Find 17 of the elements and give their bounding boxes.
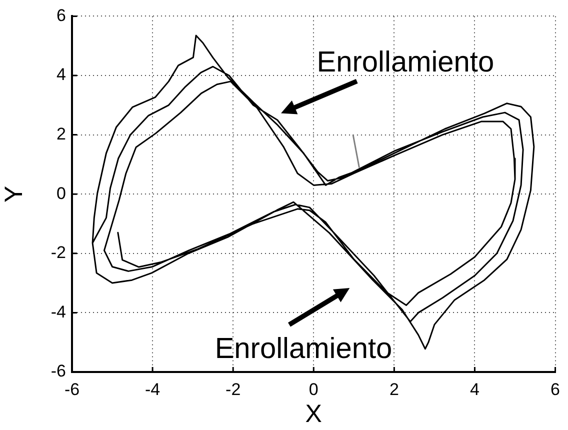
y-axis-title: Y <box>0 185 28 202</box>
x-tick-label: -2 <box>226 380 241 399</box>
y-tick-label: 0 <box>56 184 66 203</box>
y-tick-label: -6 <box>50 362 66 381</box>
x-axis-title: X <box>305 400 322 428</box>
x-tick-label: 4 <box>470 380 480 399</box>
x-tick-label: 6 <box>550 380 560 399</box>
y-tick-label: -2 <box>50 243 66 262</box>
y-tick-label: -4 <box>50 302 66 322</box>
x-tick-label: 2 <box>389 380 399 399</box>
x-tick-label: 0 <box>308 380 318 399</box>
y-tick-label: 2 <box>56 124 66 144</box>
annotation: Enrollamiento <box>214 333 392 366</box>
annotation: Enrollamiento <box>316 46 494 78</box>
y-tick-label: 4 <box>56 65 66 84</box>
x-tick-label: -4 <box>144 380 160 399</box>
y-tick-label: 6 <box>56 6 66 25</box>
